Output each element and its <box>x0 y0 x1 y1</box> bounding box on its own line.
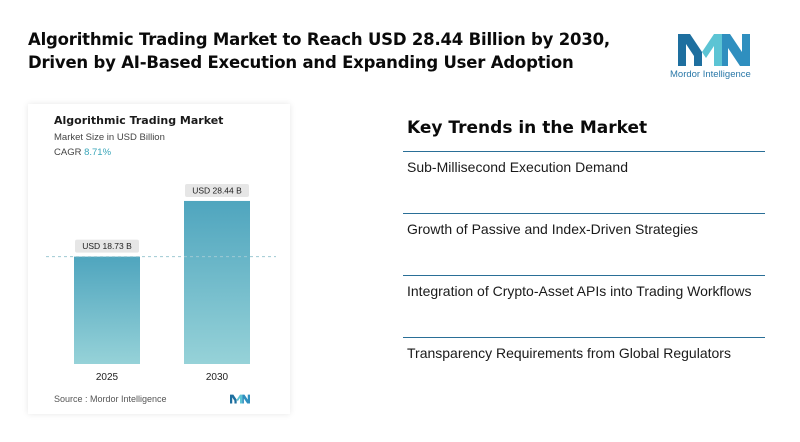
headline-line-2: Driven by AI-Based Execution and Expandi… <box>28 53 574 72</box>
x-tick-label: 2030 <box>206 372 229 383</box>
chart-panel: USD 18.73 B 2025 USD 28.44 B 2030 Algorithm… <box>28 104 290 414</box>
trend-item: Transparency Requirements from Global Re… <box>407 345 731 361</box>
brand-logo-text: Mordor Intelligence <box>670 69 751 80</box>
data-label: USD 28.44 B <box>192 185 242 195</box>
bar-2025 <box>74 256 140 364</box>
key-trends: Key Trends in the Market Sub-Millisecond… <box>403 104 765 400</box>
chart-source: Source : Mordor Intelligence <box>54 394 167 404</box>
data-label: USD 18.73 B <box>82 241 132 251</box>
headline-line-1: Algorithmic Trading Market to Reach USD … <box>28 30 610 49</box>
trend-item: Sub-Millisecond Execution Demand <box>403 152 765 214</box>
x-tick-label: 2025 <box>96 372 119 383</box>
bar-chart: USD 18.73 B 2025 USD 28.44 B 2030 <box>46 183 276 383</box>
chart-subtitle: Market Size in USD Billion <box>54 132 165 143</box>
chart-cagr: CAGR 8.71% <box>54 147 111 158</box>
cagr-label: CAGR <box>54 147 82 158</box>
chart-title: Algorithmic Trading Market <box>54 114 224 127</box>
mordor-mini-logo-icon <box>230 394 250 404</box>
mordor-logo-icon <box>678 34 750 66</box>
brand-logo: Mordor Intelligence <box>670 30 760 80</box>
data-label-bg <box>75 239 139 253</box>
headline: Algorithmic Trading Market to Reach USD … <box>28 28 628 74</box>
data-label-bg <box>185 183 249 197</box>
trend-item: Growth of Passive and Index-Driven Strat… <box>403 214 765 276</box>
cagr-value: 8.71% <box>84 147 112 158</box>
key-trends-title: Key Trends in the Market <box>403 104 765 152</box>
bar-2030 <box>184 200 250 364</box>
trend-item: Integration of Crypto-Asset APIs into Tr… <box>403 276 765 338</box>
